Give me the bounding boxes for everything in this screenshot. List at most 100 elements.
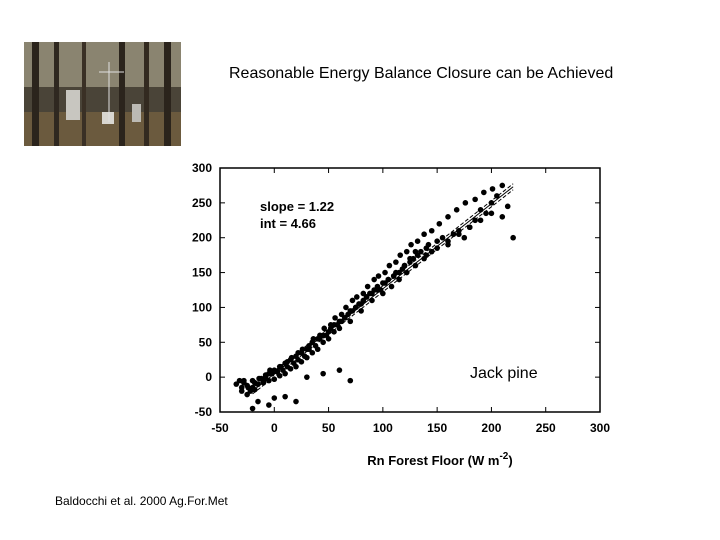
data-point	[332, 315, 338, 321]
regression-line	[252, 186, 514, 392]
data-point	[397, 252, 404, 258]
x-tick-label: -50	[211, 421, 229, 435]
data-point	[371, 276, 377, 283]
data-point	[325, 336, 332, 342]
data-point	[466, 224, 473, 231]
data-point	[347, 318, 354, 325]
data-point	[309, 349, 316, 356]
y-tick-label: 150	[192, 266, 212, 280]
y-tick-label: 200	[192, 231, 212, 245]
site-annotation: Jack pine	[470, 365, 538, 382]
confidence-line	[252, 183, 514, 389]
data-point	[320, 339, 326, 346]
data-point	[304, 374, 310, 380]
data-point	[364, 283, 371, 290]
forest-tower-photo	[24, 42, 181, 146]
data-point	[375, 273, 382, 279]
data-point	[349, 297, 356, 304]
data-point	[266, 402, 272, 408]
data-point	[267, 367, 273, 373]
data-point	[388, 283, 395, 290]
data-point	[321, 325, 328, 332]
y-tick-label: 50	[199, 335, 213, 349]
y-tick-label: 0	[205, 370, 212, 384]
slide-title: Reasonable Energy Balance Closure can be…	[229, 65, 614, 82]
data-point	[245, 384, 252, 391]
data-point	[380, 290, 386, 297]
data-point	[421, 231, 427, 238]
data-point	[262, 372, 269, 378]
data-point	[445, 214, 451, 220]
data-point	[425, 241, 432, 248]
data-point	[244, 391, 250, 398]
confidence-line	[252, 189, 514, 395]
data-point	[236, 377, 243, 384]
x-tick-label: 250	[536, 421, 556, 435]
data-point	[477, 217, 484, 224]
x-tick-label: 200	[481, 421, 501, 435]
data-point	[386, 262, 393, 269]
data-point	[298, 359, 305, 365]
data-point	[343, 304, 349, 311]
y-tick-label: 250	[192, 196, 212, 210]
data-point	[414, 238, 421, 244]
data-point	[260, 377, 267, 384]
data-point	[304, 354, 310, 361]
data-point	[472, 196, 478, 203]
data-point	[382, 269, 388, 276]
data-point	[238, 388, 245, 394]
data-point	[504, 203, 511, 210]
data-point	[488, 210, 495, 217]
data-point	[408, 241, 414, 248]
data-point	[418, 248, 424, 255]
data-point	[407, 255, 413, 262]
data-point	[412, 248, 419, 255]
data-point	[436, 220, 443, 227]
y-tick-label: 100	[192, 300, 212, 314]
data-point	[347, 377, 354, 384]
data-point	[282, 370, 288, 377]
data-point	[271, 395, 278, 401]
data-point	[336, 318, 343, 325]
data-point	[241, 377, 247, 384]
slope-annotation: slope = 1.22	[260, 199, 334, 214]
data-point	[331, 329, 337, 335]
data-point	[320, 370, 326, 377]
data-point	[510, 234, 516, 241]
data-point	[282, 393, 288, 400]
data-point	[481, 189, 487, 196]
data-point	[336, 367, 343, 373]
data-point	[360, 290, 367, 297]
data-point	[256, 375, 262, 382]
data-point	[461, 234, 468, 241]
x-tick-label: 50	[322, 421, 336, 435]
data-point	[380, 280, 386, 286]
data-point	[489, 186, 496, 192]
x-tick-label: 100	[373, 421, 393, 435]
data-point	[314, 346, 321, 353]
data-point	[251, 379, 258, 386]
data-point	[293, 398, 299, 405]
data-point	[287, 365, 294, 372]
data-point	[390, 273, 397, 279]
data-point	[393, 259, 399, 265]
data-point	[358, 308, 364, 314]
data-point	[354, 294, 360, 300]
data-point	[453, 207, 460, 213]
x-tick-label: 0	[271, 421, 278, 435]
data-point	[401, 262, 408, 269]
plot-frame	[219, 167, 601, 413]
data-point	[249, 405, 256, 412]
data-point	[338, 311, 345, 318]
citation: Baldocchi et al. 2000 Ag.For.Met	[55, 494, 228, 508]
data-point	[403, 248, 410, 255]
x-axis-label: Rn Forest Floor (W m-2)	[367, 451, 512, 468]
scatter-chart: -50 0 50 100 150 200 250 300 -50 0 50 100 150 200 250 3…	[192, 161, 610, 468]
y-tick-label: -50	[195, 405, 213, 419]
data-point	[293, 363, 299, 370]
data-point	[428, 227, 435, 234]
data-point	[385, 276, 392, 283]
data-point	[439, 234, 446, 241]
data-point	[462, 200, 469, 206]
data-point	[327, 322, 334, 328]
